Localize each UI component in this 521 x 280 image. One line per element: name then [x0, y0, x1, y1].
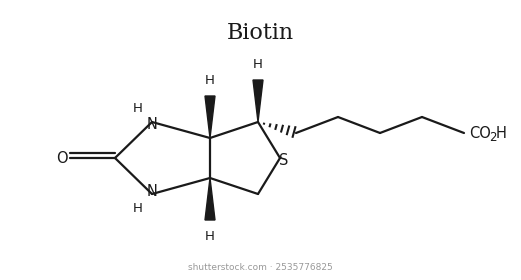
Text: N: N [146, 116, 157, 132]
Text: N: N [146, 185, 157, 199]
Text: 2: 2 [489, 130, 497, 144]
Text: H: H [205, 74, 215, 87]
Text: O: O [56, 151, 68, 165]
Polygon shape [205, 178, 215, 220]
Text: CO: CO [469, 125, 491, 141]
Text: H: H [496, 125, 507, 141]
Text: S: S [279, 153, 289, 167]
Text: H: H [205, 230, 215, 242]
Text: Biotin: Biotin [227, 22, 293, 44]
Text: H: H [253, 57, 263, 71]
Text: H: H [133, 202, 143, 214]
Text: shutterstock.com · 2535776825: shutterstock.com · 2535776825 [188, 263, 332, 272]
Text: H: H [133, 102, 143, 115]
Polygon shape [205, 96, 215, 138]
Polygon shape [253, 80, 263, 122]
